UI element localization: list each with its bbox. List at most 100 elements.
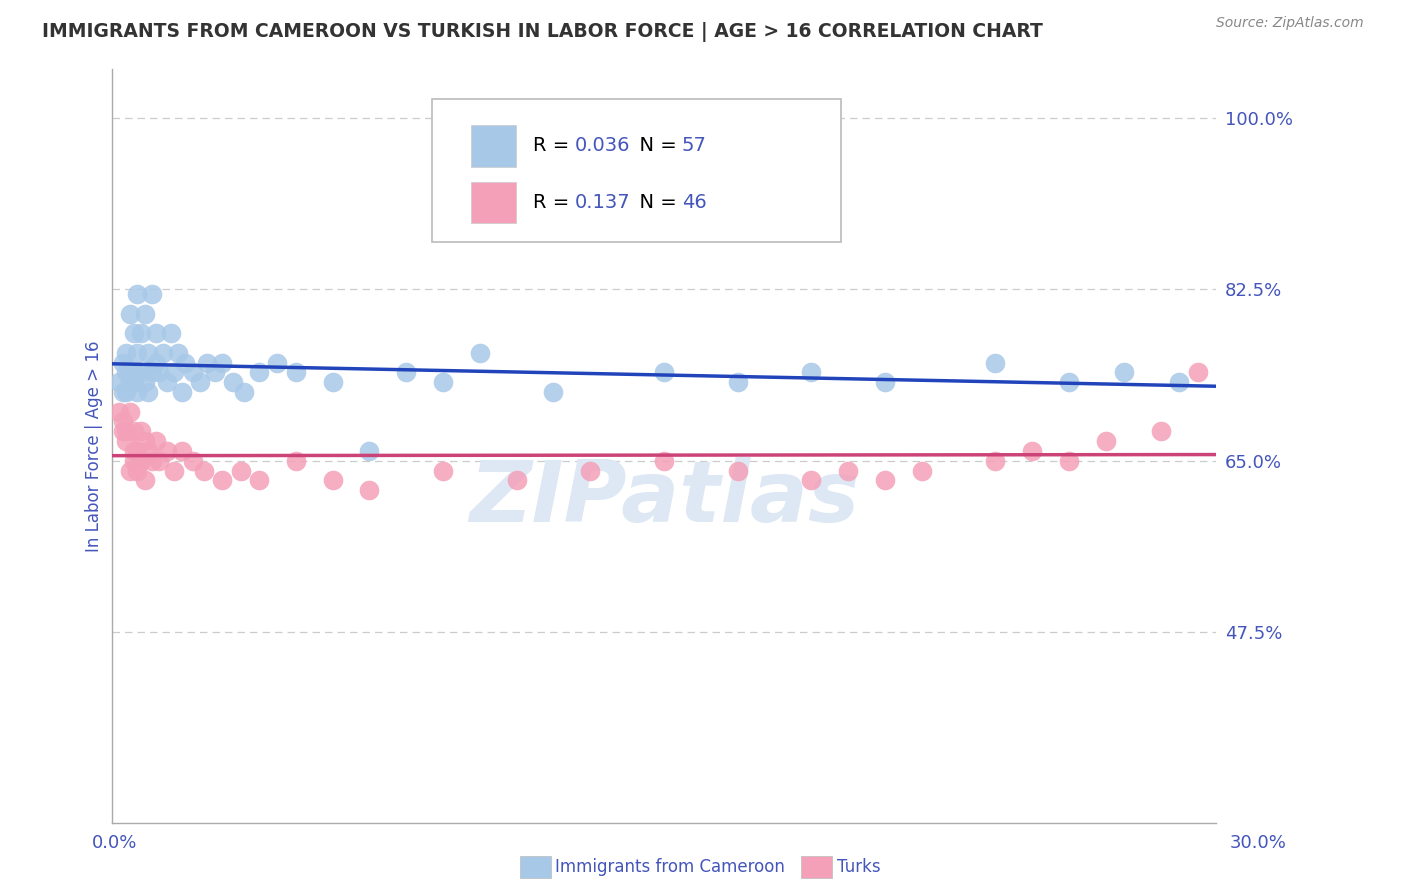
Point <box>984 453 1007 467</box>
Point <box>579 463 602 477</box>
Point <box>145 356 167 370</box>
Point <box>156 443 179 458</box>
Point <box>148 453 170 467</box>
Point <box>873 473 896 487</box>
Point <box>247 366 270 380</box>
Point <box>170 385 193 400</box>
Point <box>1057 453 1080 467</box>
Point <box>266 356 288 370</box>
Text: 46: 46 <box>682 193 707 212</box>
Text: 0.0%: 0.0% <box>91 834 136 852</box>
Text: 0.036: 0.036 <box>575 136 630 155</box>
Point <box>167 346 190 360</box>
FancyBboxPatch shape <box>432 99 841 242</box>
Point <box>1150 425 1173 439</box>
Point <box>134 473 156 487</box>
Point <box>127 287 149 301</box>
Point <box>163 366 186 380</box>
Point <box>118 307 141 321</box>
Point <box>163 463 186 477</box>
Point <box>837 463 859 477</box>
Point <box>1094 434 1116 449</box>
Point <box>108 405 131 419</box>
Point <box>115 346 138 360</box>
Point <box>181 366 204 380</box>
Point <box>156 376 179 390</box>
Point <box>359 443 381 458</box>
Point <box>800 473 823 487</box>
Bar <box>471 182 516 223</box>
Point <box>141 366 163 380</box>
Point <box>115 385 138 400</box>
Point <box>122 425 145 439</box>
Point <box>432 376 454 390</box>
Point <box>1168 376 1191 390</box>
Point <box>118 463 141 477</box>
Text: ZIPatlas: ZIPatlas <box>468 458 859 541</box>
Text: 30.0%: 30.0% <box>1230 834 1286 852</box>
Point <box>195 356 218 370</box>
Point <box>138 346 160 360</box>
Point <box>222 376 245 390</box>
Point <box>127 443 149 458</box>
Point <box>800 366 823 380</box>
Point <box>984 356 1007 370</box>
Point <box>1187 366 1209 380</box>
Point <box>111 415 134 429</box>
Point <box>134 376 156 390</box>
Text: Turks: Turks <box>837 858 880 876</box>
Point <box>181 453 204 467</box>
Point <box>159 326 181 341</box>
Point <box>395 366 418 380</box>
Point <box>468 346 491 360</box>
Point <box>148 366 170 380</box>
Point <box>359 483 381 497</box>
Point <box>174 356 197 370</box>
Text: Immigrants from Cameroon: Immigrants from Cameroon <box>555 858 785 876</box>
Point <box>170 443 193 458</box>
Point <box>727 376 749 390</box>
Point <box>1021 443 1043 458</box>
Point <box>284 453 307 467</box>
Point <box>432 463 454 477</box>
Point <box>543 385 565 400</box>
Point <box>127 463 149 477</box>
Point <box>145 326 167 341</box>
Point <box>141 287 163 301</box>
Point <box>911 463 934 477</box>
Point <box>108 376 131 390</box>
Point <box>134 307 156 321</box>
Point <box>284 366 307 380</box>
Y-axis label: In Labor Force | Age > 16: In Labor Force | Age > 16 <box>86 340 103 552</box>
Point <box>652 453 675 467</box>
Point <box>188 376 211 390</box>
Point <box>211 473 233 487</box>
Point <box>204 366 226 380</box>
Point <box>122 366 145 380</box>
Point <box>115 366 138 380</box>
Point <box>145 434 167 449</box>
Text: R =: R = <box>533 136 575 155</box>
Point <box>122 376 145 390</box>
Point <box>134 434 156 449</box>
Point <box>322 473 344 487</box>
Text: IMMIGRANTS FROM CAMEROON VS TURKISH IN LABOR FORCE | AGE > 16 CORRELATION CHART: IMMIGRANTS FROM CAMEROON VS TURKISH IN L… <box>42 22 1043 42</box>
Text: 57: 57 <box>682 136 707 155</box>
Point <box>118 405 141 419</box>
Point <box>152 346 174 360</box>
Point <box>129 453 152 467</box>
Point <box>652 366 675 380</box>
Point <box>138 443 160 458</box>
Point <box>111 425 134 439</box>
Point <box>115 434 138 449</box>
Point <box>129 366 152 380</box>
Point <box>247 473 270 487</box>
Point <box>141 453 163 467</box>
Point <box>1057 376 1080 390</box>
Text: Source: ZipAtlas.com: Source: ZipAtlas.com <box>1216 16 1364 30</box>
Point <box>127 346 149 360</box>
Point <box>111 356 134 370</box>
Point <box>873 376 896 390</box>
Point <box>111 385 134 400</box>
Point <box>122 443 145 458</box>
